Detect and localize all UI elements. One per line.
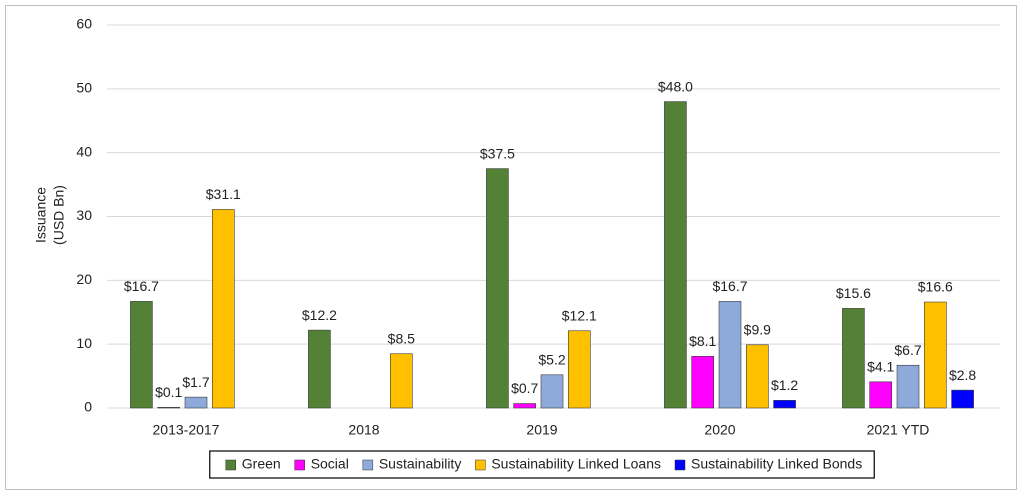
- bar: [664, 101, 687, 409]
- bar: [184, 396, 208, 409]
- y-tick-label: 10: [76, 335, 92, 351]
- bar: [896, 364, 920, 409]
- x-tick-label: 2018: [348, 422, 379, 438]
- legend-label: Sustainability Linked Loans: [491, 456, 661, 472]
- data-label: $6.7: [894, 342, 921, 358]
- legend-label: Green: [242, 456, 281, 472]
- data-label: $12.1: [562, 307, 597, 323]
- bar: [691, 355, 715, 409]
- legend-label: Sustainability: [379, 456, 462, 472]
- bar: [389, 353, 413, 409]
- x-tick-label: 2013-2017: [153, 422, 220, 438]
- y-tick-label: 40: [76, 143, 92, 159]
- data-label: $8.5: [388, 330, 415, 346]
- y-tick-label: 0: [84, 399, 92, 415]
- bar: [308, 329, 331, 409]
- bar: [513, 403, 537, 409]
- bar: [923, 301, 947, 409]
- bar: [773, 400, 796, 409]
- y-tick-label: 60: [76, 16, 92, 32]
- bar: [486, 168, 509, 409]
- bar: [951, 389, 974, 409]
- bar: [745, 344, 769, 409]
- bar: [567, 330, 591, 409]
- chart-frame: [5, 5, 1017, 490]
- data-label: $1.2: [771, 377, 798, 393]
- legend-box: [209, 450, 875, 479]
- data-label: $8.1: [689, 333, 716, 349]
- data-label: $16.6: [918, 279, 953, 295]
- x-tick-label: 2021 YTD: [867, 422, 930, 438]
- legend-swatch: [294, 459, 305, 471]
- data-label: $9.9: [744, 322, 771, 338]
- legend-swatch: [674, 459, 686, 471]
- data-label: $16.7: [124, 278, 159, 294]
- legend-swatch: [225, 459, 237, 471]
- y-axis-label: (USD Bn): [51, 185, 67, 245]
- data-label: $48.0: [658, 78, 693, 94]
- legend-label: Social: [311, 456, 349, 472]
- data-label: $37.5: [480, 145, 515, 161]
- data-label: $2.8: [949, 367, 976, 383]
- y-tick-label: 50: [76, 80, 92, 96]
- bar: [157, 407, 180, 409]
- legend-swatch: [475, 459, 486, 471]
- bar: [718, 301, 742, 409]
- data-label: $31.1: [206, 186, 241, 202]
- y-tick-label: 30: [76, 207, 92, 223]
- data-label: $12.2: [302, 307, 337, 323]
- legend-label: Sustainability Linked Bonds: [691, 456, 862, 472]
- data-label: $16.7: [712, 278, 747, 294]
- data-label: $15.6: [836, 285, 871, 301]
- bar: [212, 209, 235, 409]
- data-label: $0.7: [511, 380, 538, 396]
- y-axis-label: Issuance: [33, 187, 49, 243]
- bar: [130, 301, 153, 409]
- data-label: $4.1: [867, 359, 894, 375]
- x-tick-label: 2020: [704, 422, 735, 438]
- y-tick-label: 20: [76, 271, 92, 287]
- data-label: $1.7: [182, 374, 209, 390]
- bar: [869, 381, 893, 409]
- bar: [540, 374, 564, 409]
- x-tick-label: 2019: [526, 422, 557, 438]
- legend-swatch: [362, 459, 374, 471]
- data-label: $0.1: [155, 384, 182, 400]
- bar: [842, 308, 865, 409]
- data-label: $5.2: [538, 352, 565, 368]
